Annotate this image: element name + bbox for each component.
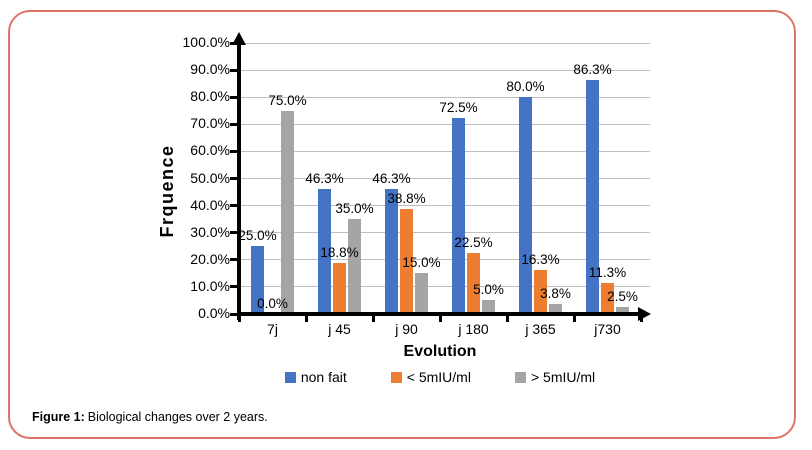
x-category-label: j 365 [525,321,556,337]
x-category-label: j 90 [395,321,418,337]
x-axis-tick [639,314,643,322]
legend-item: non fait [284,369,347,385]
bar-value-label: 5.0% [473,282,504,298]
legend-swatch-icon [514,371,526,383]
y-tick-label: 20.0% [190,250,230,267]
y-axis-tick [230,68,237,72]
bar [348,219,361,314]
legend-item: > 5mIU/ml [514,369,596,385]
y-tick-label: 90.0% [190,61,230,78]
y-tick-label: 80.0% [190,88,230,105]
bar-value-label: 86.3% [573,62,612,78]
legend: non fait < 5mIU/ml > 5mIU/ml [239,368,641,386]
bar-value-label: 2.5% [607,289,638,305]
bar [534,269,547,314]
x-axis-tick [304,314,308,322]
bar-value-label: 18.8% [320,245,359,261]
bar-value-label: 46.3% [305,170,344,186]
legend-label: > 5mIU/ml [530,369,596,385]
gridline [238,150,650,152]
bar-value-label: 80.0% [506,79,545,95]
bar-value-label: 11.3% [588,265,627,281]
gridline [238,259,650,261]
y-axis-tick [230,204,237,208]
bar-value-label: 38.8% [387,190,426,206]
y-axis-tick [230,41,237,45]
y-tick-label: 50.0% [190,169,230,186]
caption-text: Biological changes over 2 years. [87,410,268,424]
y-tick-label: 30.0% [190,223,230,240]
bar-value-label: 22.5% [454,235,493,251]
bar-value-label: 16.3% [521,251,560,267]
gridline [238,178,650,179]
y-axis-tick [230,231,237,235]
y-tick-label: 100.0% [182,34,230,50]
bar [586,80,599,314]
gridline [238,205,650,207]
gridline [238,42,650,44]
y-tick-label: 40.0% [190,196,230,213]
gridline [238,123,650,125]
bar-value-label: 35.0% [335,201,374,217]
gridline [238,69,650,71]
x-category-label: j730 [594,321,621,337]
bar [251,246,264,314]
bar [385,188,398,314]
bar [519,97,532,314]
gridline [238,286,650,288]
x-axis-title: Evolution [403,343,477,360]
y-axis-tick [230,149,237,153]
figure-caption: Figure 1: Biological changes over 2 years… [32,410,268,424]
x-axis-tick [572,314,576,322]
gridline [238,232,650,234]
x-axis-tick [505,314,509,322]
legend-item: < 5mIU/ml [390,369,471,385]
y-axis-tick [230,312,237,316]
y-axis-tick [230,285,237,289]
figure-card: Frquence 100.0% 90.0% 80.0% 70.0% 60.0% 50.0%… [8,10,796,439]
x-axis-tick [438,314,442,322]
bar [415,273,428,314]
y-tick-label: 70.0% [190,115,230,132]
x-category-label: j 180 [458,321,489,337]
x-axis-tick [371,314,375,322]
plot-area: 100.0% 90.0% 80.0% 70.0% 60.0% 50.0% 40.0% 30.0… [183,32,651,337]
bar [482,300,495,314]
bar-value-label: 3.8% [540,285,571,301]
y-axis-tick [230,177,237,180]
x-axis-tick [237,314,241,322]
bar-value-label: 0.0% [257,296,288,311]
bar [333,263,346,314]
caption-label: Figure 1: [32,410,85,424]
legend-label: non fait [300,369,347,385]
y-axis-tick [230,122,237,126]
bar [452,117,465,314]
legend-label: < 5mIU/ml [406,369,471,385]
bar-value-label: 25.0% [238,228,277,244]
bar-value-label: 15.0% [402,255,441,271]
bar-value-label: 46.3% [372,170,411,186]
gridline [238,96,650,98]
y-tick-label: 0.0% [198,305,230,321]
y-axis-tick [230,95,237,99]
bar [318,188,331,314]
bar [467,253,480,314]
y-tick-label: 60.0% [190,142,230,159]
x-category-label: j 45 [328,321,351,337]
bar [400,208,413,314]
y-axis-line [237,43,241,320]
legend-swatch-icon [284,371,296,383]
bar-value-label: 72.5% [439,99,478,115]
bar [616,307,629,314]
legend-swatch-icon [390,371,402,383]
y-axis-tick [230,258,237,262]
x-category-label: 7j [267,321,278,337]
bar [281,110,294,314]
y-tick-label: 10.0% [190,277,230,294]
bar-value-label: 75.0% [268,92,307,108]
bar [601,283,614,314]
bar [549,303,562,314]
